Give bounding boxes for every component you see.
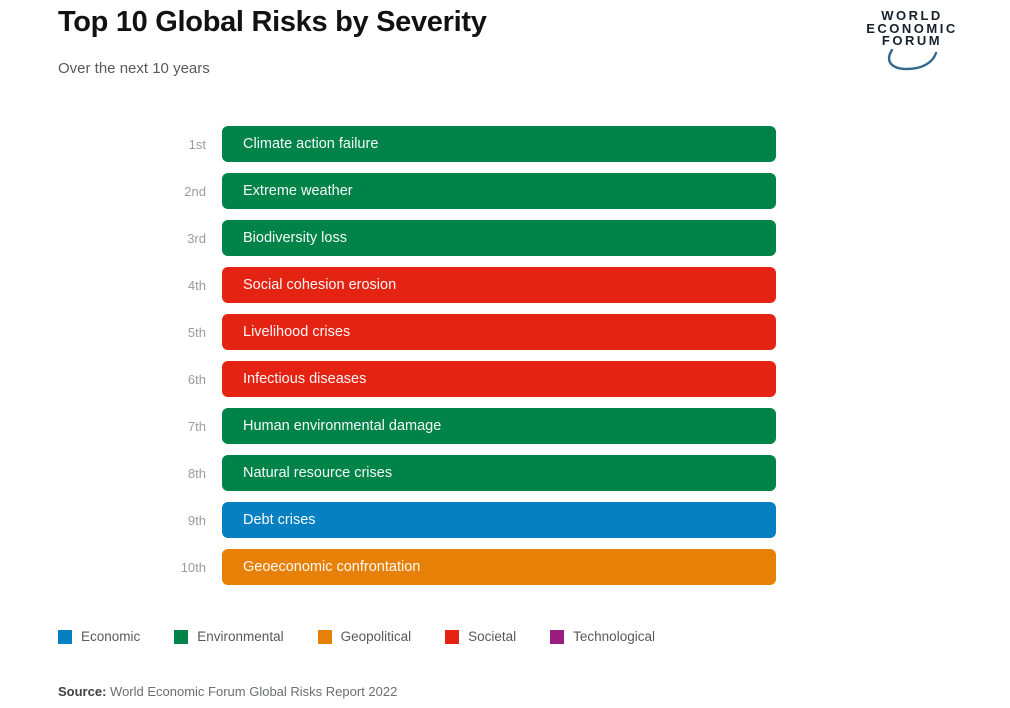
- legend-swatch-icon: [445, 629, 460, 644]
- wef-logo: WORLD ECONOMIC FORUM: [864, 8, 960, 71]
- legend-item: Technological: [550, 629, 655, 644]
- risk-bar-label: Social cohesion erosion: [243, 277, 397, 293]
- legend-label: Geopolitical: [340, 629, 412, 644]
- chart-row: 3rd Biodiversity loss: [58, 220, 776, 256]
- rank-label: 4th: [187, 277, 206, 293]
- legend-label: Societal: [468, 629, 517, 644]
- legend: Economic Environmental Geopolitical Soci…: [58, 629, 655, 644]
- chart-row: 9th Debt crises: [58, 502, 776, 538]
- legend-label: Economic: [81, 629, 141, 644]
- chart-row: 4th Social cohesion erosion: [58, 267, 776, 303]
- legend-item: Environmental: [174, 629, 284, 644]
- rank-label: 5th: [187, 324, 206, 340]
- chart-row: 6th Infectious diseases: [58, 361, 776, 397]
- risk-bar-label: Infectious diseases: [243, 371, 367, 387]
- chart-row: 10th Geoeconomic confrontation: [58, 549, 776, 585]
- rank-label: 10th: [180, 559, 206, 575]
- wef-logo-line-2: ECONOMIC: [866, 20, 958, 36]
- bar-chart: 1st Climate action failure 2nd Extreme w…: [58, 126, 776, 596]
- legend-item: Societal: [445, 629, 516, 644]
- rank-label: 3rd: [187, 230, 206, 246]
- risk-bar: Extreme weather: [222, 173, 776, 209]
- legend-label: Technological: [573, 629, 655, 644]
- source-text: World Economic Forum Global Risks Report…: [110, 684, 398, 699]
- risk-bar-label: Geoeconomic confrontation: [243, 559, 421, 575]
- rank-label: 2nd: [184, 183, 206, 199]
- legend-swatch-icon: [550, 629, 565, 644]
- source-line: Source: World Economic Forum Global Risk…: [58, 684, 397, 699]
- risk-bar-label: Climate action failure: [243, 136, 379, 152]
- rank-label: 7th: [187, 418, 206, 434]
- chart-row: 2nd Extreme weather: [58, 173, 776, 209]
- risk-bar: Natural resource crises: [222, 455, 776, 491]
- wef-swoosh-icon: [887, 48, 938, 70]
- legend-item: Geopolitical: [317, 629, 412, 644]
- rank-label: 6th: [187, 371, 206, 387]
- risk-bar-label: Debt crises: [243, 512, 316, 528]
- legend-item: Economic: [58, 629, 140, 644]
- chart-row: 8th Natural resource crises: [58, 455, 776, 491]
- risk-bar-label: Natural resource crises: [243, 465, 393, 481]
- risk-bar: Livelihood crises: [222, 314, 776, 350]
- risk-bar-label: Human environmental damage: [243, 418, 442, 434]
- bars: 1st Climate action failure 2nd Extreme w…: [58, 126, 776, 585]
- risk-bar-label: Livelihood crises: [243, 324, 351, 340]
- chart-row: 5th Livelihood crises: [58, 314, 776, 350]
- source-label: Source:: [58, 684, 107, 699]
- risk-bar: Geoeconomic confrontation: [222, 549, 776, 585]
- risk-bar: Infectious diseases: [222, 361, 776, 397]
- chart-row: 1st Climate action failure: [58, 126, 776, 162]
- risk-bar-label: Biodiversity loss: [243, 230, 347, 246]
- legend-swatch-icon: [58, 629, 72, 644]
- rank-label: 8th: [187, 465, 206, 481]
- risk-bar-label: Extreme weather: [243, 183, 353, 199]
- legend-swatch-icon: [317, 629, 332, 644]
- chart-row: 7th Human environmental damage: [58, 408, 776, 444]
- page-title: Top 10 Global Risks by Severity: [58, 6, 487, 38]
- wef-logo-line-1: WORLD: [881, 8, 943, 23]
- legend-label: Environmental: [197, 629, 284, 644]
- risk-bar: Debt crises: [222, 502, 776, 538]
- risk-bar: Social cohesion erosion: [222, 267, 776, 303]
- risk-bar: Human environmental damage: [222, 408, 776, 444]
- legend-swatch-icon: [174, 629, 189, 644]
- risk-bar: Climate action failure: [222, 126, 776, 162]
- rank-label: 9th: [187, 512, 206, 528]
- page-subtitle: Over the next 10 years: [58, 60, 210, 77]
- risk-bar: Biodiversity loss: [222, 220, 776, 256]
- rank-label: 1st: [188, 136, 206, 152]
- wef-logo-line-3: FORUM: [881, 33, 943, 48]
